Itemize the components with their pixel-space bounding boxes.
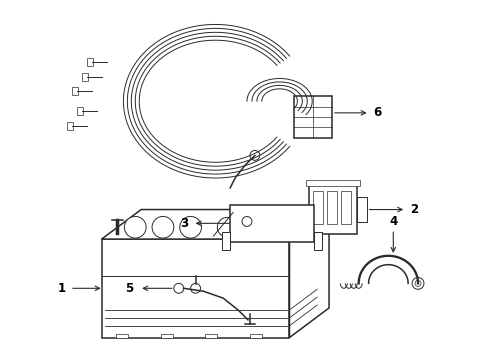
Bar: [67, 122, 73, 130]
Bar: [314, 232, 322, 250]
Polygon shape: [101, 239, 290, 338]
Circle shape: [241, 217, 261, 237]
Bar: [327, 191, 337, 224]
Text: 5: 5: [125, 282, 133, 295]
Bar: [77, 107, 83, 115]
Circle shape: [412, 278, 424, 289]
Text: 6: 6: [373, 106, 382, 120]
Bar: [205, 334, 218, 338]
Bar: [306, 180, 360, 186]
Text: 4: 4: [389, 215, 397, 228]
Circle shape: [415, 280, 421, 286]
Bar: [309, 185, 357, 234]
Circle shape: [124, 216, 146, 238]
Bar: [82, 73, 88, 81]
Bar: [230, 204, 314, 242]
Bar: [222, 232, 230, 250]
Circle shape: [180, 216, 201, 238]
Bar: [117, 334, 128, 338]
Bar: [72, 87, 78, 95]
Bar: [161, 334, 173, 338]
Circle shape: [218, 217, 237, 237]
Circle shape: [242, 216, 252, 226]
Polygon shape: [290, 210, 329, 338]
Circle shape: [152, 216, 174, 238]
Polygon shape: [101, 210, 329, 239]
Bar: [341, 191, 351, 224]
Text: 2: 2: [410, 203, 418, 216]
Circle shape: [191, 283, 200, 293]
Bar: [250, 334, 262, 338]
Polygon shape: [357, 197, 367, 222]
Circle shape: [265, 217, 285, 237]
Bar: [294, 96, 332, 138]
Bar: [313, 191, 323, 224]
Circle shape: [250, 150, 260, 160]
Circle shape: [174, 283, 184, 293]
Text: 1: 1: [58, 282, 66, 295]
Bar: [87, 58, 93, 66]
Text: 3: 3: [181, 217, 189, 230]
